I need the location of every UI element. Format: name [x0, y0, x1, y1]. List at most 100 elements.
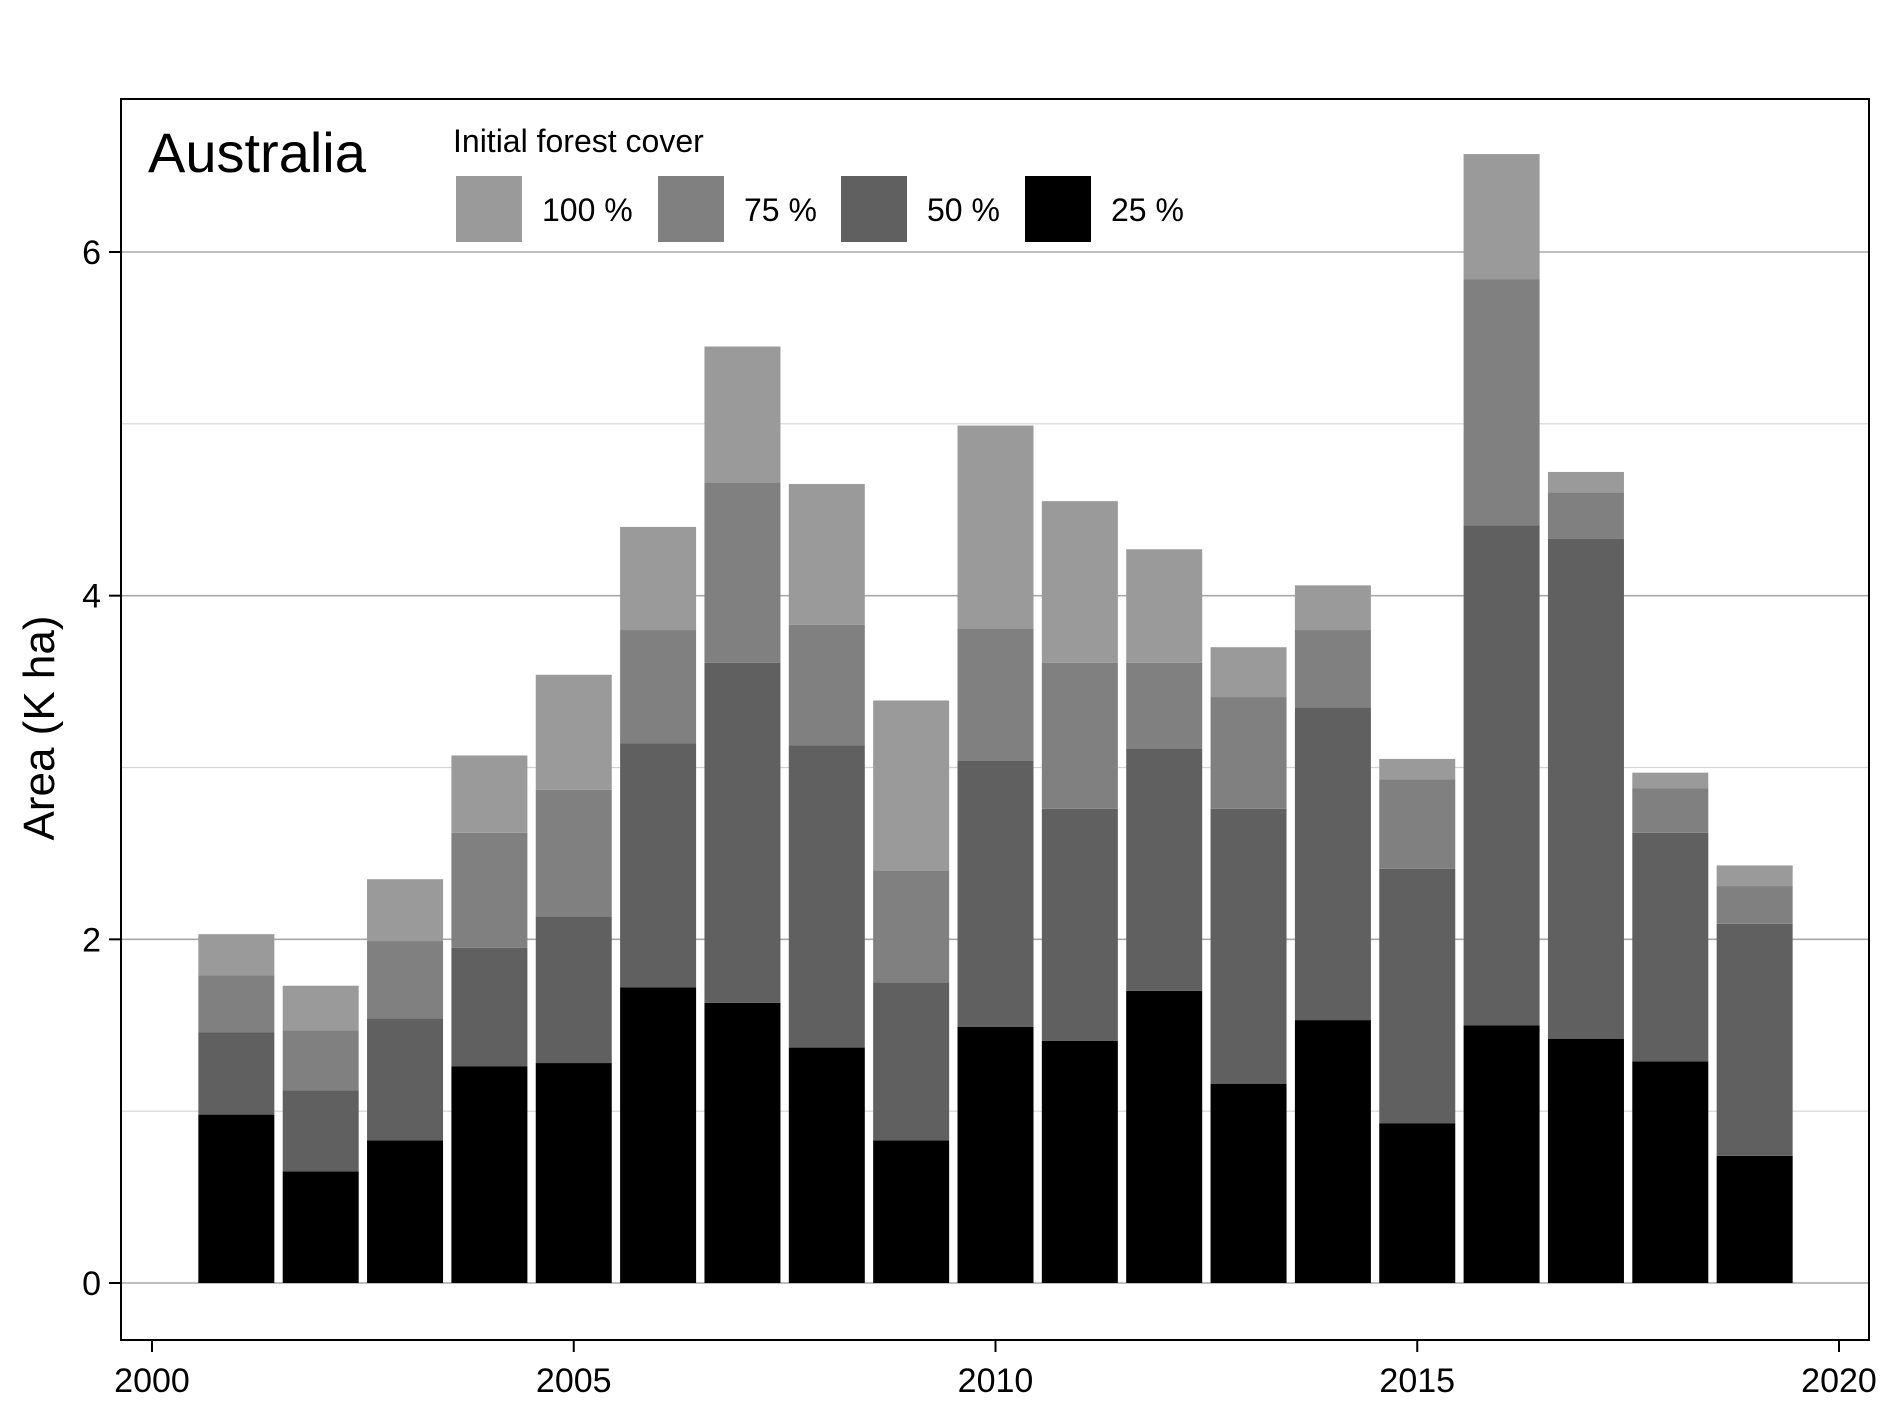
legend-key-25	[1025, 176, 1091, 242]
bar-2006-75	[620, 630, 697, 744]
bar-2019-75	[1716, 886, 1793, 924]
bar-2008-75	[788, 624, 865, 746]
bar-2014-25	[1294, 1020, 1371, 1283]
bar-2016-75	[1463, 279, 1540, 526]
bar-2010-100	[957, 425, 1034, 629]
bar-2003-25	[367, 1140, 444, 1283]
y-axis-label: Area (K ha)	[15, 616, 64, 841]
bar-2004-75	[451, 832, 528, 948]
y-tick-label: 4	[82, 578, 101, 616]
chart-title: Australia	[148, 121, 367, 184]
bar-2002-100	[282, 985, 359, 1031]
bar-2012-25	[1126, 990, 1203, 1283]
legend: Initial forest cover 100 % 75 % 50 % 25 %	[453, 123, 1184, 242]
y-tick-label: 2	[82, 921, 101, 959]
legend-label: 100 %	[542, 192, 633, 228]
bar-2006-25	[620, 987, 697, 1283]
bar-2002-25	[282, 1171, 359, 1283]
bar-2004-25	[451, 1066, 528, 1283]
bar-2002-75	[282, 1030, 359, 1091]
bar-2015-100	[1379, 758, 1456, 780]
bar-2008-25	[788, 1047, 865, 1283]
x-tick-label: 2010	[958, 1362, 1034, 1400]
legend-key-50	[841, 176, 907, 242]
bar-2017-25	[1547, 1038, 1624, 1283]
legend-key-100	[456, 176, 522, 242]
x-tick-label: 2000	[114, 1362, 190, 1400]
bar-2003-50	[367, 1018, 444, 1141]
bar-2019-50	[1716, 923, 1793, 1156]
bar-2004-50	[451, 947, 528, 1067]
bar-2018-100	[1632, 772, 1709, 789]
bar-2012-100	[1126, 549, 1203, 663]
bar-2016-50	[1463, 525, 1540, 1026]
bar-2008-100	[788, 483, 865, 625]
bar-2014-75	[1294, 630, 1371, 708]
legend-title: Initial forest cover	[453, 123, 704, 159]
y-tick-label: 0	[82, 1265, 101, 1303]
bar-2011-25	[1041, 1040, 1118, 1283]
bar-2003-75	[367, 941, 444, 1019]
bar-2003-100	[367, 879, 444, 942]
bar-2009-50	[873, 982, 950, 1141]
bar-2017-75	[1547, 492, 1624, 539]
bar-2006-50	[620, 743, 697, 988]
bar-2016-100	[1463, 154, 1540, 280]
y-tick-label: 6	[82, 234, 101, 272]
bar-2006-100	[620, 526, 697, 631]
bar-2007-50	[704, 662, 781, 1003]
bar-2007-75	[704, 482, 781, 663]
bar-2013-100	[1210, 647, 1287, 698]
bar-2005-75	[535, 789, 612, 917]
bar-2007-25	[704, 1002, 781, 1283]
x-tick-label: 2005	[536, 1362, 612, 1400]
bar-2002-50	[282, 1090, 359, 1172]
bar-2011-75	[1041, 662, 1118, 809]
bar-2001-25	[198, 1114, 275, 1283]
bar-2008-50	[788, 745, 865, 1048]
bar-2012-75	[1126, 662, 1203, 749]
bar-2005-100	[535, 674, 612, 790]
bar-2009-25	[873, 1140, 950, 1283]
bar-2001-50	[198, 1032, 275, 1115]
bar-2016-25	[1463, 1025, 1540, 1283]
bar-2010-75	[957, 628, 1034, 761]
bar-2019-25	[1716, 1155, 1793, 1283]
legend-label: 75 %	[744, 192, 817, 228]
bar-2017-50	[1547, 538, 1624, 1039]
bar-2009-100	[873, 700, 950, 871]
bar-2004-100	[451, 755, 528, 833]
bar-2018-75	[1632, 788, 1709, 833]
legend-label: 25 %	[1111, 192, 1184, 228]
axes: 0 2 4 6 2000 2005 2010 2015 2020	[82, 234, 1877, 1400]
bar-2015-25	[1379, 1123, 1456, 1283]
bar-2014-100	[1294, 585, 1371, 631]
bar-2013-75	[1210, 697, 1287, 809]
bar-2018-50	[1632, 832, 1709, 1062]
x-tick-label: 2020	[1801, 1362, 1877, 1400]
bar-2010-50	[957, 760, 1034, 1027]
bar-2001-75	[198, 975, 275, 1033]
bars	[198, 154, 1793, 1283]
bar-2015-50	[1379, 868, 1456, 1124]
bar-2013-50	[1210, 808, 1287, 1084]
bar-2009-75	[873, 870, 950, 983]
bar-2011-50	[1041, 808, 1118, 1041]
bar-2010-25	[957, 1026, 1034, 1283]
bar-2012-50	[1126, 748, 1203, 991]
bar-2011-100	[1041, 501, 1118, 663]
bar-2014-50	[1294, 707, 1371, 1021]
bar-2013-25	[1210, 1083, 1287, 1283]
legend-key-75	[658, 176, 724, 242]
x-tick-label: 2015	[1379, 1362, 1455, 1400]
bar-2015-75	[1379, 779, 1456, 869]
bar-2018-25	[1632, 1061, 1709, 1283]
bar-2005-25	[535, 1063, 612, 1283]
bar-2001-100	[198, 934, 275, 976]
legend-label: 50 %	[927, 192, 1000, 228]
bar-2017-100	[1547, 471, 1624, 493]
bar-2019-100	[1716, 865, 1793, 887]
bar-2005-50	[535, 916, 612, 1064]
bar-2007-100	[704, 346, 781, 483]
